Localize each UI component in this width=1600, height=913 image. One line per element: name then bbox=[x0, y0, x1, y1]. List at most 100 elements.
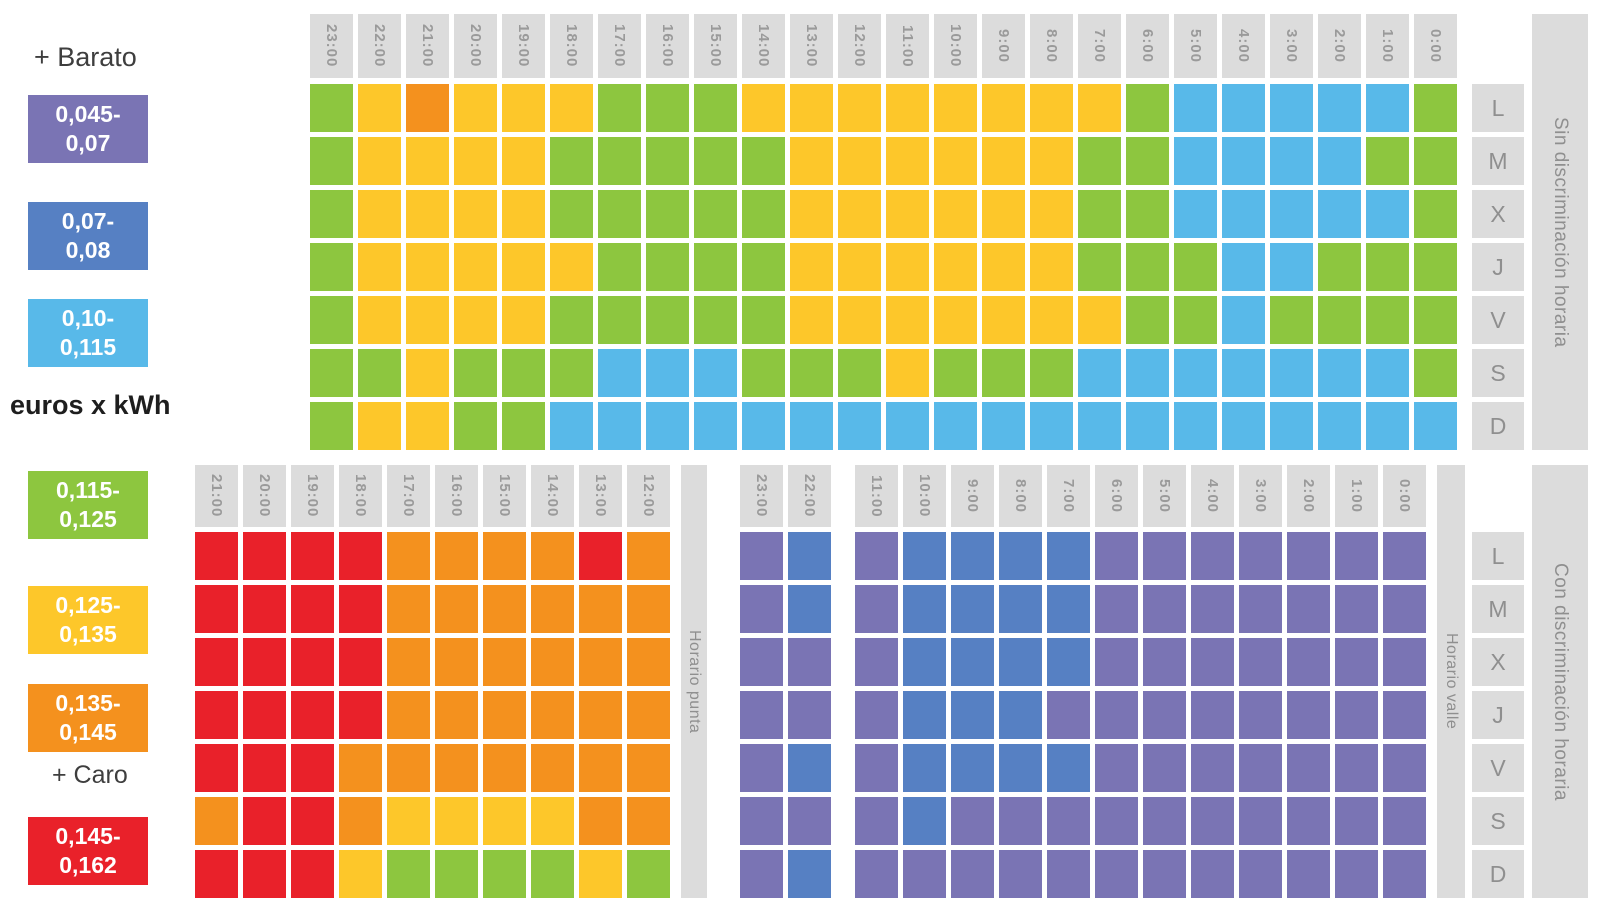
price-cell bbox=[627, 532, 670, 580]
price-cell bbox=[1126, 349, 1169, 397]
price-cell bbox=[1383, 691, 1426, 739]
price-cell bbox=[1126, 84, 1169, 132]
hour-label: 15:00 bbox=[707, 24, 724, 68]
price-cell bbox=[1047, 585, 1090, 633]
price-cell bbox=[1414, 190, 1457, 238]
legend-swatch: 0,125- 0,135 bbox=[28, 586, 148, 654]
price-cell bbox=[903, 797, 946, 845]
hour-header-row: 23:00 22:00 21:00 20:00 19:00 18:00 17:00 16:00… bbox=[310, 14, 1457, 78]
price-cell bbox=[243, 638, 286, 686]
price-cell bbox=[1335, 744, 1378, 792]
price-cell bbox=[903, 585, 946, 633]
price-cell bbox=[1222, 349, 1265, 397]
price-cell bbox=[1239, 850, 1282, 898]
price-cell bbox=[740, 691, 783, 739]
price-cell bbox=[243, 585, 286, 633]
price-cell bbox=[579, 691, 622, 739]
price-cell bbox=[838, 190, 881, 238]
expensive-label: + Caro bbox=[52, 761, 128, 789]
price-cell bbox=[1174, 296, 1217, 344]
price-cell bbox=[646, 402, 689, 450]
price-cell bbox=[1270, 349, 1313, 397]
price-cell bbox=[1366, 190, 1409, 238]
hour-header-row: 21:00 20:00 19:00 18:00 17:00 16:00 15:00 14:00… bbox=[195, 465, 670, 527]
legend-swatch: 0,045- 0,07 bbox=[28, 95, 148, 163]
price-cell bbox=[406, 190, 449, 238]
hour-label: 21:00 bbox=[419, 24, 436, 68]
column-gap-spacer bbox=[836, 585, 850, 633]
hour-label: 6:00 bbox=[1108, 478, 1125, 514]
price-cell bbox=[1335, 638, 1378, 686]
day-label: M bbox=[1472, 585, 1524, 633]
price-cell bbox=[387, 797, 430, 845]
day-label: J bbox=[1472, 243, 1524, 291]
price-cell bbox=[1318, 296, 1361, 344]
hour-header-cell: 19:00 bbox=[502, 14, 545, 78]
price-cell bbox=[694, 402, 737, 450]
price-cell bbox=[387, 532, 430, 580]
price-cell bbox=[291, 691, 334, 739]
price-cell bbox=[999, 638, 1042, 686]
chart-title-strip: Con discriminación horaria bbox=[1532, 465, 1588, 898]
hour-label: 13:00 bbox=[803, 24, 820, 68]
price-cell bbox=[999, 850, 1042, 898]
price-cell bbox=[406, 137, 449, 185]
price-cell bbox=[406, 402, 449, 450]
price-cell bbox=[1047, 850, 1090, 898]
price-cell bbox=[454, 137, 497, 185]
hour-header-cell: 4:00 bbox=[1222, 14, 1265, 78]
price-cell bbox=[999, 744, 1042, 792]
hour-header-cell: 1:00 bbox=[1366, 14, 1409, 78]
day-label: V bbox=[1472, 296, 1524, 344]
price-cell bbox=[1126, 190, 1169, 238]
price-cell bbox=[1174, 190, 1217, 238]
price-cell bbox=[1143, 585, 1186, 633]
hour-header-cell: 15:00 bbox=[694, 14, 737, 78]
price-cell bbox=[454, 243, 497, 291]
price-cell bbox=[579, 797, 622, 845]
hour-header-cell: 13:00 bbox=[790, 14, 833, 78]
hour-header-cell: 6:00 bbox=[1095, 465, 1138, 527]
price-cell bbox=[1030, 84, 1073, 132]
price-cell bbox=[339, 797, 382, 845]
price-cell bbox=[788, 638, 831, 686]
hour-header-cell: 1:00 bbox=[1335, 465, 1378, 527]
hour-label: 7:00 bbox=[1060, 478, 1077, 514]
price-cell bbox=[1222, 243, 1265, 291]
price-cell bbox=[435, 797, 478, 845]
price-cell bbox=[291, 532, 334, 580]
price-cell bbox=[1239, 797, 1282, 845]
price-cell bbox=[790, 402, 833, 450]
price-cell bbox=[1078, 137, 1121, 185]
price-cell bbox=[406, 296, 449, 344]
price-cell bbox=[1239, 691, 1282, 739]
price-cell bbox=[1078, 84, 1121, 132]
price-cell bbox=[951, 585, 994, 633]
subchart-label-strip: Horario punta bbox=[681, 465, 707, 898]
hour-label: 19:00 bbox=[515, 24, 532, 68]
price-cell bbox=[435, 691, 478, 739]
price-cell bbox=[627, 744, 670, 792]
hour-header-cell: 15:00 bbox=[483, 465, 526, 527]
hour-header-cell: 6:00 bbox=[1126, 14, 1169, 78]
price-cell bbox=[903, 744, 946, 792]
price-cell bbox=[195, 797, 238, 845]
price-cell bbox=[1174, 137, 1217, 185]
price-cell bbox=[1383, 797, 1426, 845]
price-cell bbox=[531, 850, 574, 898]
price-cell bbox=[694, 243, 737, 291]
price-cell bbox=[646, 349, 689, 397]
price-cell bbox=[838, 243, 881, 291]
price-cell bbox=[1366, 84, 1409, 132]
unit-label: euros x kWh bbox=[10, 390, 171, 420]
chart-title: Con discriminación horaria bbox=[1550, 562, 1571, 801]
price-cell bbox=[1414, 137, 1457, 185]
hour-label: 9:00 bbox=[995, 28, 1012, 64]
price-cell bbox=[435, 850, 478, 898]
hour-header-cell: 10:00 bbox=[934, 14, 977, 78]
price-cell bbox=[1335, 532, 1378, 580]
hour-header-cell: 2:00 bbox=[1318, 14, 1361, 78]
hour-header-cell: 3:00 bbox=[1270, 14, 1313, 78]
price-cell bbox=[291, 585, 334, 633]
